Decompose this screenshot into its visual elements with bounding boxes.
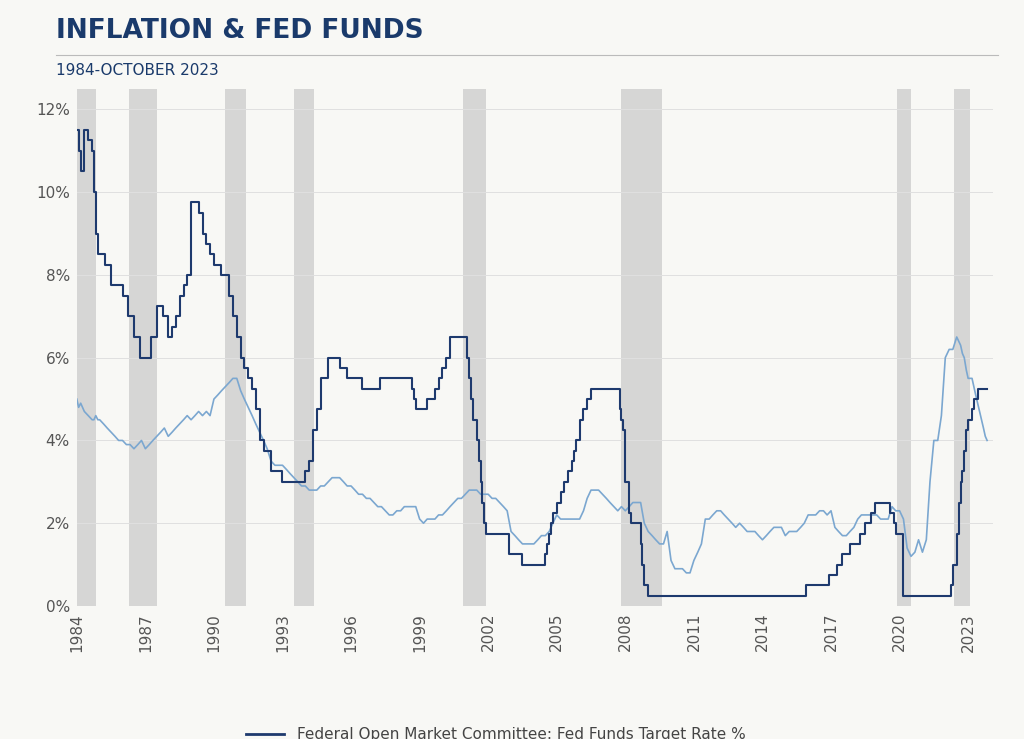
Text: INFLATION & FED FUNDS: INFLATION & FED FUNDS (56, 18, 424, 44)
Bar (294, 89, 314, 606)
Bar (225, 89, 246, 606)
Bar (463, 89, 486, 606)
Legend: Federal Open Market Committee: Fed Funds Target Rate %, CPI-U: All Items Less Fo: Federal Open Market Committee: Fed Funds… (246, 727, 824, 739)
Bar (897, 89, 911, 606)
Bar (75, 89, 96, 606)
Bar (129, 89, 157, 606)
Bar (954, 89, 971, 606)
Text: 1984-OCTOBER 2023: 1984-OCTOBER 2023 (56, 63, 219, 78)
Bar (621, 89, 662, 606)
